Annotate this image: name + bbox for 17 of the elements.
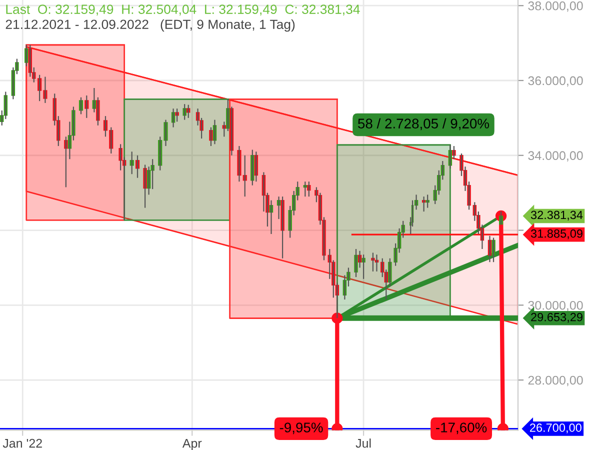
annotation: 31.885,09 (530, 229, 582, 240)
y-tick-label: 28.000,00 (528, 376, 583, 386)
annotation: -9,95% (280, 422, 323, 434)
text: 21.12.2021 - 12.09.2022 (EDT, 9 Monate, 1 Tag) (6, 19, 295, 32)
y-tick-label: 34.000,00 (528, 151, 583, 162)
annotation: 32.381,34 (530, 210, 583, 221)
y-tick-label: 38.000,00 (528, 1, 583, 12)
chart-title: Last O: 32.159,49 H: 32.504,04 L: 32.159,49 C: 32.381,34 (6, 4, 360, 16)
annotation: 29.653,29 (531, 312, 582, 323)
y-tick-label: 36.000,00 (528, 76, 583, 87)
x-tick-label: Apr (182, 438, 202, 450)
annotation: -17,60% (436, 422, 487, 434)
x-tick-label: Jul (356, 438, 371, 448)
x-tick-label: Jan '22 (2, 438, 42, 448)
ref-line-label: 26.700,00 (530, 424, 582, 434)
y-tick-label: 30.000,00 (528, 300, 583, 312)
annotation: 58 / 2.728,05 / 9,20% (358, 118, 490, 130)
